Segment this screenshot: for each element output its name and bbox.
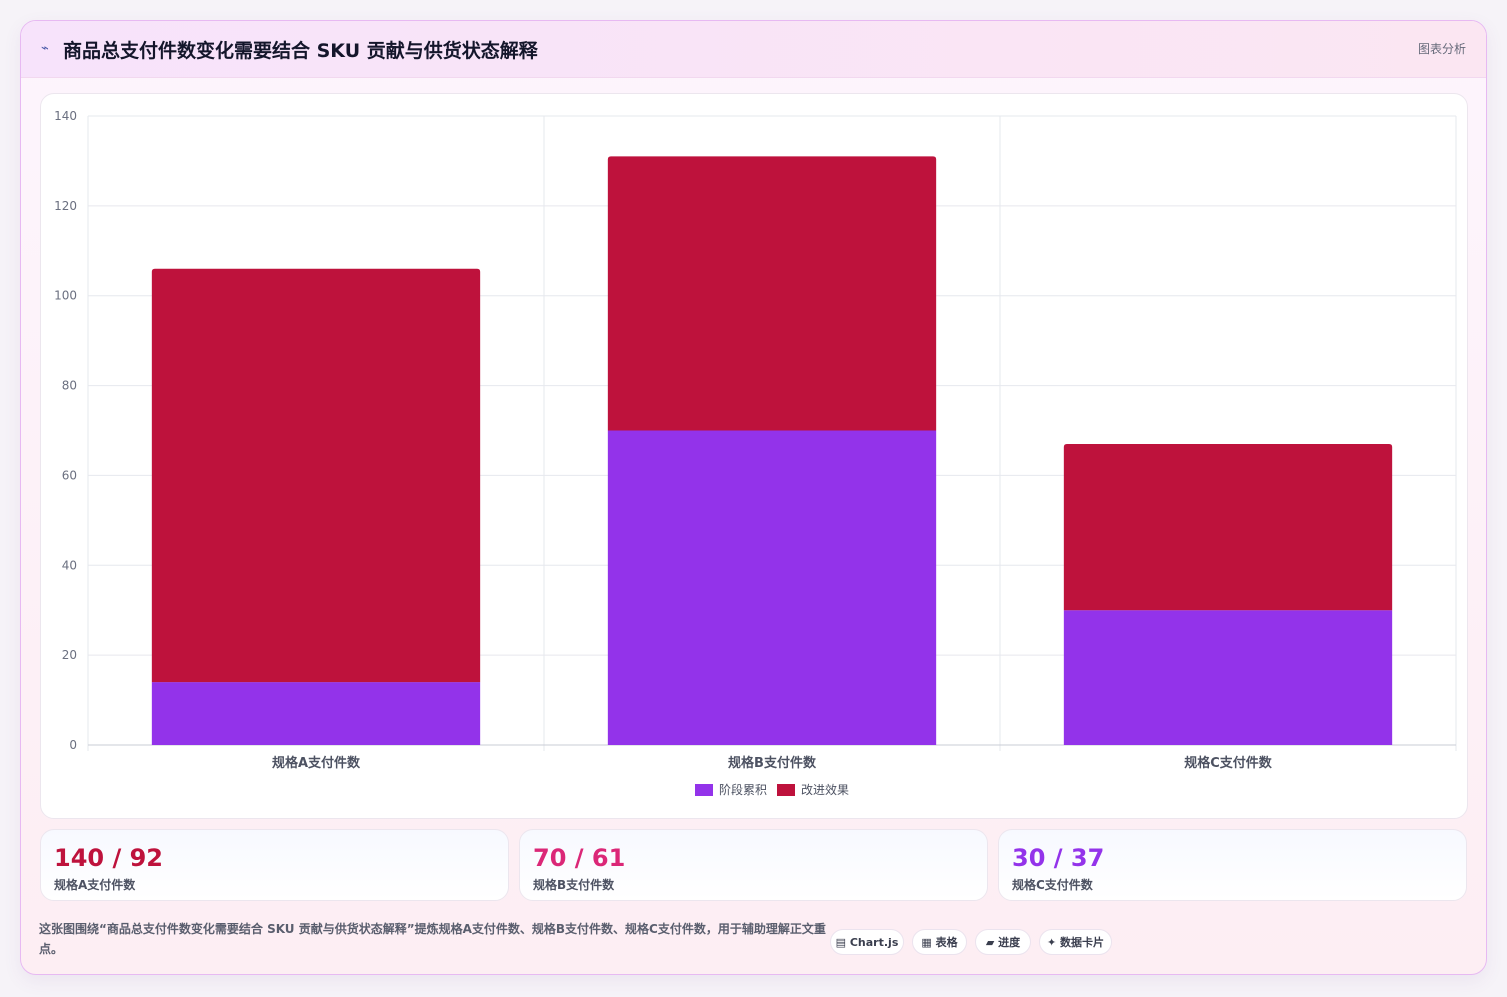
- chip-label: 数据卡片: [1060, 936, 1105, 949]
- sparkle-icon: ✦: [1046, 936, 1057, 949]
- progress-icon: ▰: [985, 936, 995, 949]
- bar-segment: [607, 156, 937, 431]
- chart-description: 这张图围绕“商品总支付件数变化需要结合 SKU 贡献与供货状态解释”提炼规格A支…: [39, 922, 826, 956]
- chart-line-icon: ⌁: [41, 41, 49, 56]
- chart-card: 0 20 40 60 80 100 120 140 规格A支付件数 规格B支付件数 规格C支付件数阶…: [40, 93, 1468, 819]
- stat-card-a: 140 / 92 规格A支付件数: [40, 829, 509, 901]
- legend-swatch: [695, 784, 713, 796]
- panel-header: ⌁ 商品总支付件数变化需要结合 SKU 贡献与供货状态解释 图表分析: [21, 21, 1486, 78]
- chip-label: 进度: [998, 936, 1021, 949]
- legend-label: 改进效果: [801, 782, 849, 797]
- y-tick-label: 20: [62, 648, 77, 662]
- chart-icon: ▤: [835, 936, 847, 949]
- y-tick-label: 80: [62, 379, 77, 393]
- stat-label: 规格A支付件数: [54, 878, 136, 892]
- legend-label: 阶段累积: [719, 782, 767, 797]
- stat-label: 规格C支付件数: [1012, 878, 1093, 892]
- chip-data-cards[interactable]: ✦ 数据卡片: [1039, 929, 1112, 955]
- page-title: 商品总支付件数变化需要结合 SKU 贡献与供货状态解释: [63, 40, 538, 62]
- bar-segment: [607, 430, 937, 745]
- stat-label: 规格B支付件数: [533, 878, 615, 892]
- bar-segment: [151, 682, 481, 745]
- chip-label: 表格: [935, 936, 958, 949]
- x-tick-label: 规格A支付件数: [272, 755, 361, 771]
- chart-analysis-link[interactable]: 图表分析: [1417, 42, 1466, 56]
- stat-value: 70 / 61: [533, 844, 626, 872]
- bar-segment: [1063, 610, 1393, 745]
- bar-segment: [151, 268, 481, 683]
- x-tick-label: 规格B支付件数: [728, 755, 817, 771]
- y-tick-label: 0: [69, 738, 77, 752]
- y-tick-label: 60: [62, 468, 77, 482]
- stat-card-c: 30 / 37 规格C支付件数: [998, 829, 1467, 901]
- stat-value: 30 / 37: [1012, 844, 1105, 872]
- y-tick-label: 140: [54, 109, 77, 123]
- chip-table[interactable]: ▦ 表格: [912, 929, 967, 955]
- x-tick-label: 规格C支付件数: [1184, 755, 1273, 771]
- stat-value: 140 / 92: [54, 844, 163, 872]
- chip-label: Chart.js: [849, 936, 899, 949]
- chip-chartjs[interactable]: ▤ Chart.js: [830, 929, 904, 955]
- stat-card-b: 70 / 61 规格B支付件数: [519, 829, 988, 901]
- legend-swatch: [777, 784, 795, 796]
- y-tick-label: 100: [54, 289, 77, 303]
- chip-progress[interactable]: ▰ 进度: [975, 929, 1031, 955]
- chart-panel: ⌁ 商品总支付件数变化需要结合 SKU 贡献与供货状态解释 图表分析 0 20 40…: [20, 20, 1487, 975]
- table-icon: ▦: [921, 936, 932, 949]
- y-tick-label: 40: [62, 558, 77, 572]
- stacked-bar-chart: 0 20 40 60 80 100 120 140 规格A支付件数 规格B支付件数 规格C支付件数阶…: [54, 109, 1457, 797]
- y-tick-label: 120: [54, 199, 77, 213]
- bar-segment: [1063, 443, 1393, 611]
